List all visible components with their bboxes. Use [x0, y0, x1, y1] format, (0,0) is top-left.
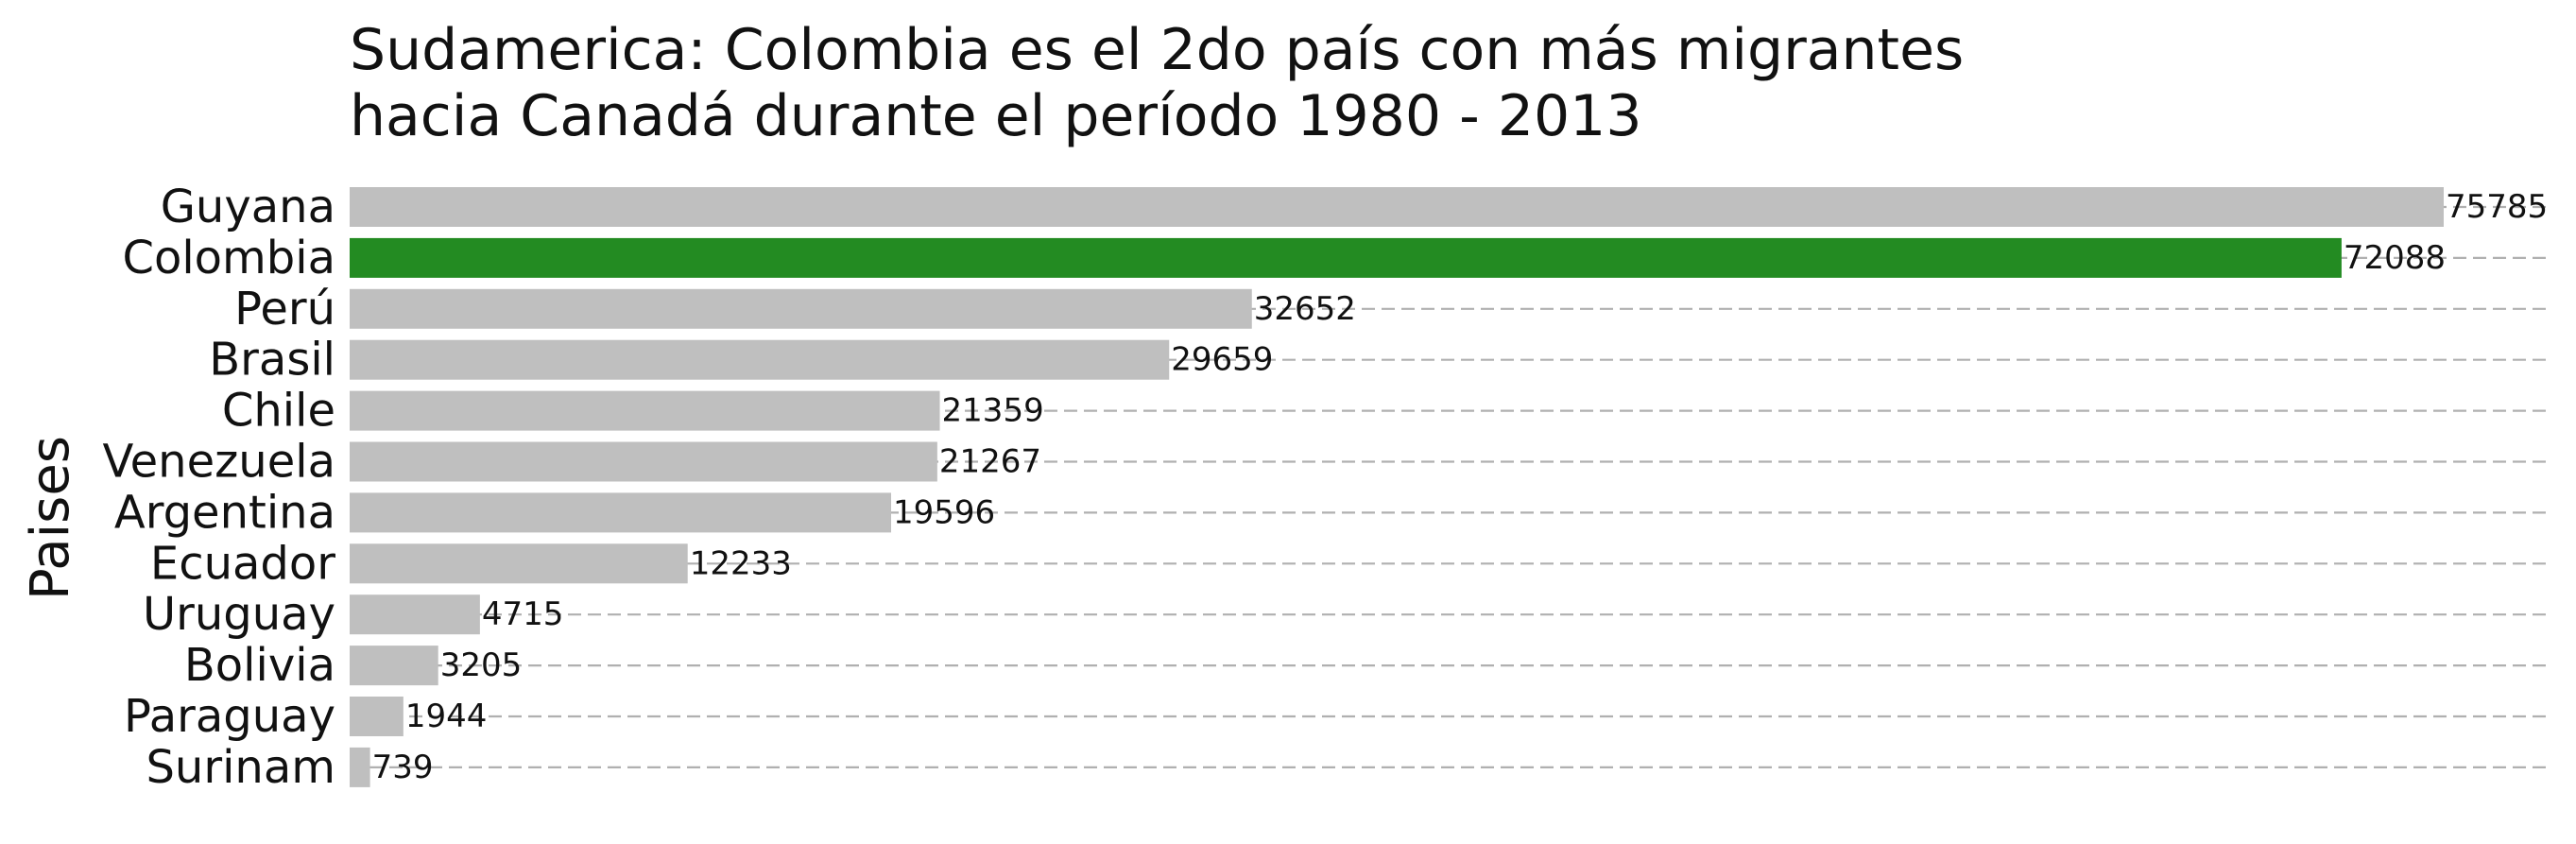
- chart-title-line-1: Sudamerica: Colombia es el 2do país con …: [350, 17, 1965, 83]
- bar-ecuador: [350, 543, 688, 584]
- value-label-brasil: 29659: [1171, 341, 1273, 379]
- bar-guyana: [350, 187, 2444, 227]
- value-label-venezuela: 21267: [939, 443, 1041, 481]
- bar-argentina: [350, 492, 891, 533]
- tick-label-venezuela: Venezuela: [103, 436, 336, 489]
- value-label-paraguay: 1944: [405, 698, 488, 735]
- tick-label-guyana: Guyana: [161, 181, 335, 233]
- value-label-chile: 21359: [942, 392, 1044, 430]
- bars: [350, 187, 2444, 787]
- y-axis-label: Paises: [20, 436, 81, 600]
- tick-label-surinam: Surinam: [146, 741, 335, 794]
- value-label-bolivia: 3205: [440, 646, 523, 684]
- value-label-peru: 32652: [1254, 290, 1356, 328]
- bar-colombia: [350, 237, 2342, 278]
- value-label-argentina: 19596: [893, 493, 995, 531]
- tick-label-chile: Chile: [222, 385, 335, 438]
- value-label-colombia: 72088: [2344, 239, 2446, 277]
- bar-peru: [350, 288, 1252, 329]
- bar-uruguay: [350, 594, 480, 635]
- tick-label-colombia: Colombia: [122, 232, 335, 284]
- value-label-guyana: 75785: [2446, 188, 2548, 226]
- bar-brasil: [350, 339, 1170, 380]
- value-label-surinam: 739: [372, 749, 434, 786]
- bar-paraguay: [350, 697, 404, 736]
- tick-label-bolivia: Bolivia: [184, 639, 335, 692]
- value-label-ecuador: 12233: [690, 544, 792, 582]
- tick-label-ecuador: Ecuador: [150, 537, 335, 590]
- bar-venezuela: [350, 441, 937, 482]
- tick-label-uruguay: Uruguay: [143, 588, 335, 641]
- tick-label-argentina: Argentina: [114, 486, 335, 539]
- bar-surinam: [350, 747, 370, 787]
- category-tick-labels: GuyanaColombiaPerúBrasilChileVenezuelaAr…: [103, 181, 336, 794]
- chart-title-line-2: hacia Canadá durante el período 1980 - 2…: [350, 83, 1642, 149]
- chart-title: Sudamerica: Colombia es el 2do país con …: [350, 17, 2523, 149]
- value-label-uruguay: 4715: [482, 595, 564, 633]
- bar-chile: [350, 390, 940, 431]
- tick-label-peru: Perú: [234, 283, 335, 336]
- bar-bolivia: [350, 646, 438, 686]
- tick-label-brasil: Brasil: [209, 334, 335, 387]
- tick-label-paraguay: Paraguay: [124, 690, 335, 743]
